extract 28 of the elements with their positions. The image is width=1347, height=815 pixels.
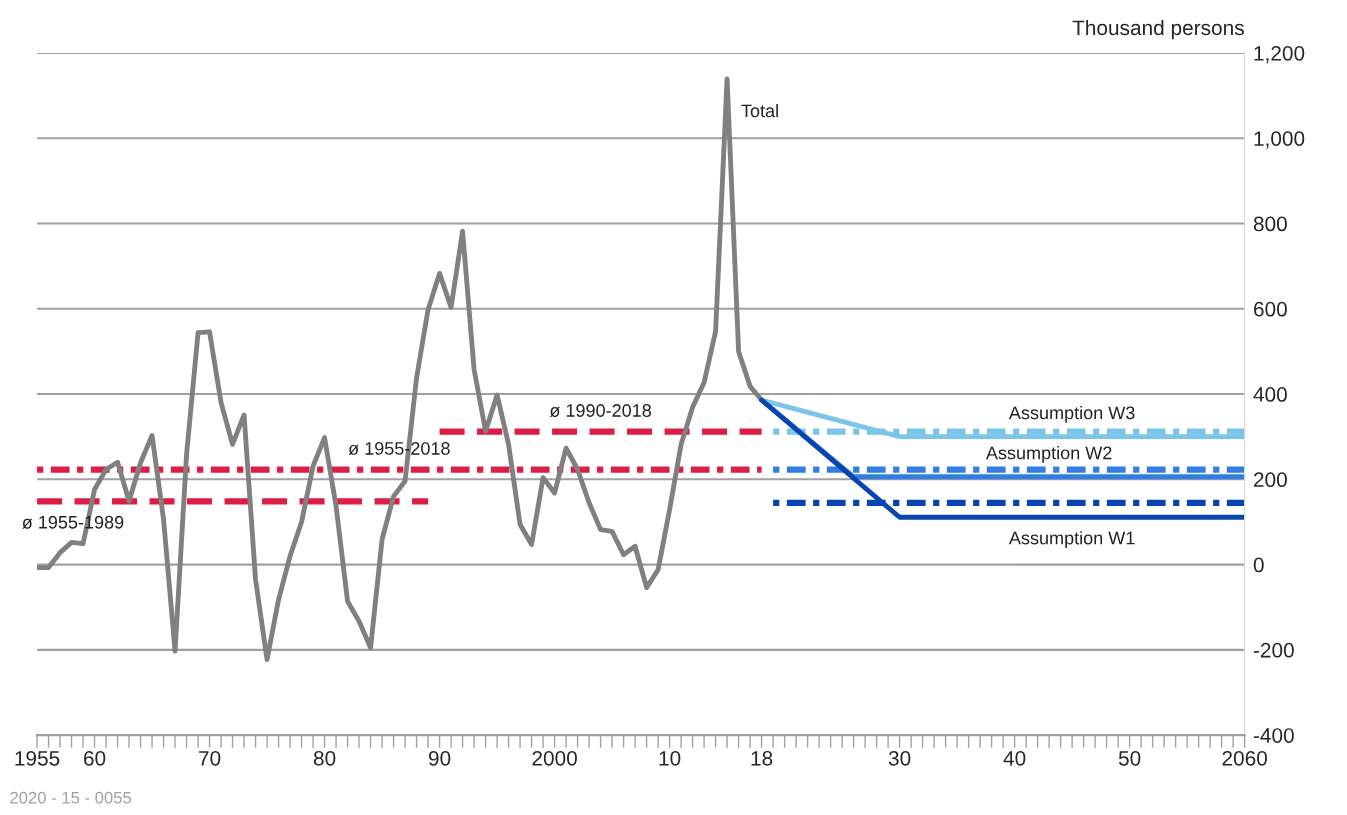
x-tick-label: 30: [888, 750, 911, 766]
x-tick-label: 10: [659, 750, 681, 766]
x-tick-label: 50: [1118, 750, 1141, 766]
series-label: Assumption W3: [1008, 405, 1135, 423]
x-tick-label: 1955: [15, 750, 60, 766]
y-tick-label: 1,200: [1254, 45, 1305, 64]
y-tick-label: -400: [1253, 728, 1294, 743]
x-tick-label: 18: [751, 750, 773, 766]
series-label: Total: [741, 103, 778, 118]
x-tick-label: 90: [428, 750, 451, 766]
series-label: ø 1990-2018: [549, 404, 651, 418]
y-tick-label: 200: [1254, 472, 1287, 488]
x-tick-label: 40: [1003, 750, 1026, 766]
y-tick-label: 600: [1254, 301, 1287, 317]
y-tick-label: -200: [1253, 642, 1294, 658]
y-tick-label: 400: [1253, 387, 1287, 402]
x-tick-label: 2060: [1222, 750, 1267, 766]
y-tick-label: 800: [1253, 216, 1287, 232]
text: 2020 - 15 - 0055: [10, 791, 132, 804]
x-tick-label: 60: [84, 750, 106, 766]
x-tick-label: 2000: [532, 750, 577, 766]
series-label: Assumption W2: [985, 446, 1112, 463]
x-tick-label: 80: [313, 750, 336, 766]
x-tick-label: 70: [199, 750, 221, 766]
y-tick-label: 0: [1253, 557, 1264, 573]
series-label: Assumption W1: [1008, 531, 1135, 548]
y-axis-title: Thousand persons: [1072, 19, 1244, 40]
y-tick-label: 1,000: [1254, 131, 1305, 149]
